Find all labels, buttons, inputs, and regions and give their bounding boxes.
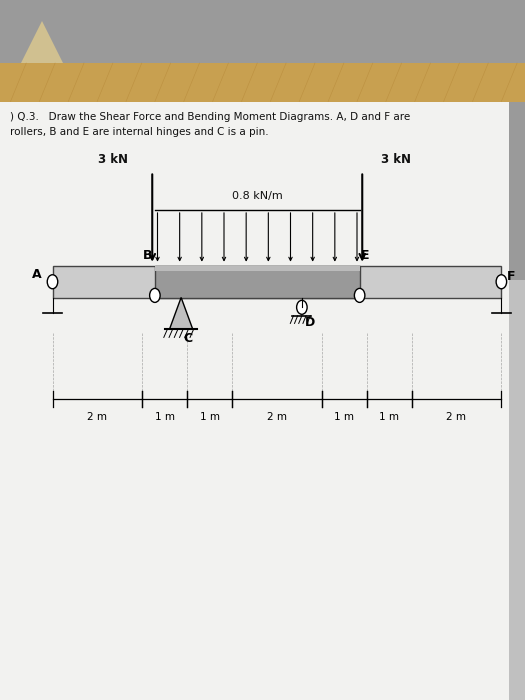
Text: 2 m: 2 m [87, 412, 108, 421]
Text: 1 m: 1 m [155, 412, 175, 421]
Text: A: A [32, 268, 41, 281]
Text: 1 m: 1 m [379, 412, 399, 421]
Polygon shape [21, 21, 63, 63]
Bar [0, 0, 525, 280]
Text: 2 m: 2 m [446, 412, 467, 421]
Bar [155, 266, 360, 271]
Text: C: C [183, 332, 192, 344]
Text: 1 m: 1 m [200, 412, 219, 421]
Text: 0.8 kN/m: 0.8 kN/m [232, 191, 282, 201]
Bar [155, 266, 360, 298]
Circle shape [150, 288, 160, 302]
Bar [52, 266, 501, 298]
Circle shape [297, 300, 307, 314]
Text: 3 kN: 3 kN [98, 153, 128, 166]
Bar [0, 280, 525, 700]
Circle shape [496, 275, 507, 289]
Polygon shape [170, 298, 193, 329]
Text: E: E [361, 249, 370, 262]
Text: 2 m: 2 m [267, 412, 287, 421]
Circle shape [47, 275, 58, 289]
Text: ) Q.3.   Draw the Shear Force and Bending Moment Diagrams. A, D and F are: ) Q.3. Draw the Shear Force and Bending … [10, 112, 411, 122]
Text: B: B [143, 249, 153, 262]
Bar [0, 84, 509, 700]
Bar [0, 63, 525, 102]
Text: F: F [507, 270, 515, 283]
Circle shape [354, 288, 365, 302]
Text: rollers, B and E are internal hinges and C is a pin.: rollers, B and E are internal hinges and… [10, 127, 269, 137]
Text: D: D [305, 316, 316, 328]
Text: 1 m: 1 m [334, 412, 354, 421]
Text: 3 kN: 3 kN [381, 153, 412, 166]
